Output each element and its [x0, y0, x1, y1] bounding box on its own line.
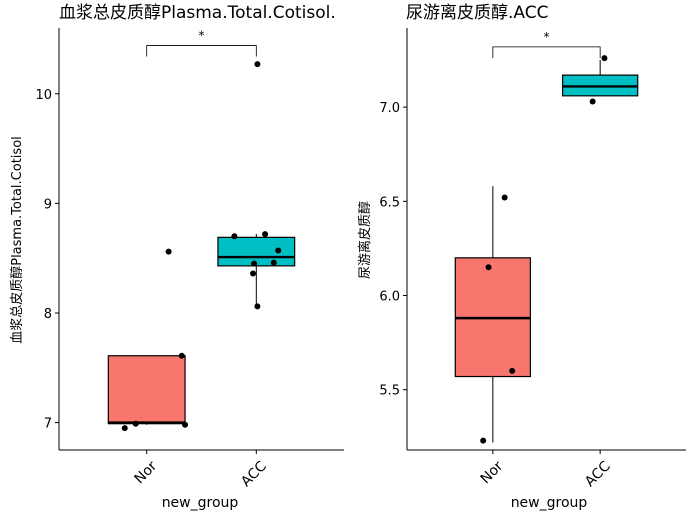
- significance-label: *: [199, 29, 205, 43]
- panel-urinary-cortisol: 尿游离皮质醇.ACC 尿游离皮质醇 new_group 5.5 6.0 6.5 7.0…: [357, 3, 686, 511]
- data-point: [178, 352, 185, 359]
- y-tick-label: 7.0: [379, 101, 400, 116]
- data-point: [254, 303, 261, 310]
- y-axis-label: 尿游离皮质醇: [357, 201, 373, 279]
- plot-area: 7 8 9 10 Nor ACC *: [35, 28, 344, 490]
- panel-plasma-cortisol: 血浆总皮质醇Plasma.Total.Cotisol. 血浆总皮质醇Plasma…: [9, 3, 344, 511]
- x-axis-label: new_group: [162, 495, 239, 511]
- data-point: [509, 367, 516, 374]
- y-tick-label: 6.5: [379, 195, 400, 210]
- data-point: [254, 61, 261, 68]
- data-point: [250, 270, 257, 277]
- data-point: [485, 264, 492, 271]
- box-acc: [217, 236, 296, 267]
- y-tick-label: 10: [35, 88, 52, 103]
- data-point: [182, 421, 189, 428]
- y-axis-label: 血浆总皮质醇Plasma.Total.Cotisol: [9, 136, 25, 344]
- x-tick-label: Nor: [478, 458, 507, 487]
- plot-area: 5.5 6.0 6.5 7.0 Nor ACC *: [379, 28, 686, 490]
- data-point: [275, 247, 282, 254]
- y-tick-label: 8: [44, 307, 52, 322]
- data-point: [262, 231, 269, 238]
- y-tick-label: 7: [44, 417, 52, 432]
- panel-title: 血浆总皮质醇Plasma.Total.Cotisol.: [59, 3, 336, 23]
- data-point: [601, 55, 608, 62]
- data-point: [231, 233, 238, 240]
- x-tick-label: ACC: [582, 458, 614, 490]
- y-tick-label: 9: [44, 197, 52, 212]
- y-tick-label: 5.5: [379, 384, 400, 399]
- panel-title: 尿游离皮质醇.ACC: [406, 3, 548, 23]
- significance-label: *: [544, 30, 550, 44]
- data-point: [132, 420, 139, 427]
- x-axis-label: new_group: [511, 495, 588, 511]
- data-point: [251, 260, 258, 267]
- data-point: [480, 437, 487, 444]
- data-point: [501, 194, 508, 201]
- data-point: [165, 248, 172, 255]
- significance-bracket: [492, 46, 601, 59]
- data-point: [270, 259, 277, 266]
- data-point: [121, 425, 128, 432]
- box-nor: [107, 355, 186, 425]
- data-point: [589, 98, 596, 105]
- x-tick-label: ACC: [238, 458, 270, 490]
- y-tick-label: 6.0: [379, 290, 400, 305]
- x-tick-label: Nor: [131, 458, 160, 487]
- significance-bracket: [146, 45, 257, 57]
